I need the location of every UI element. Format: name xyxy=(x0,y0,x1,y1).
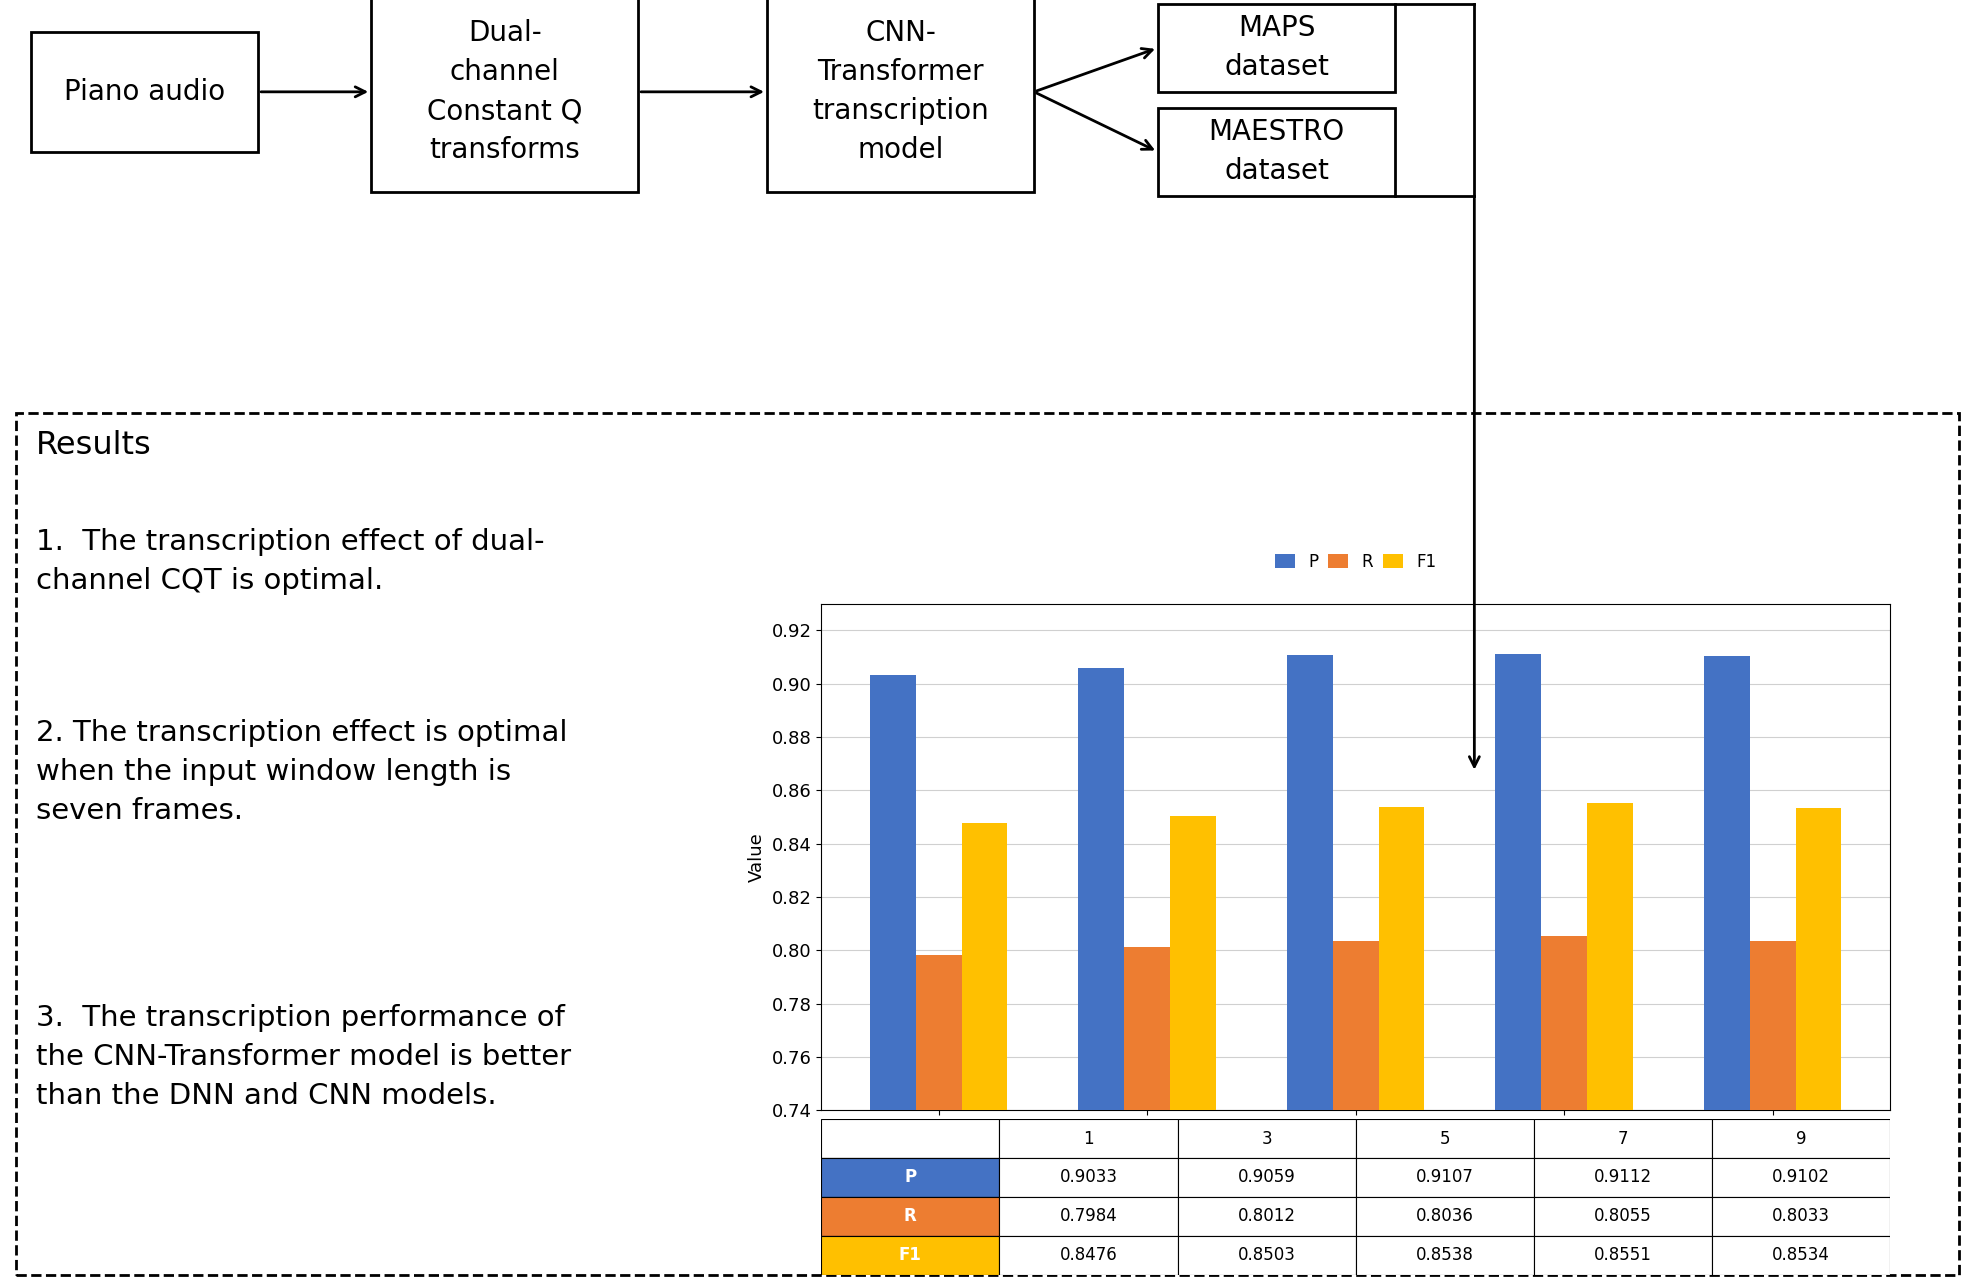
Text: R: R xyxy=(904,1207,916,1225)
Bar xyxy=(1356,1235,1534,1275)
Bar xyxy=(1158,108,1395,196)
Text: 0.8503: 0.8503 xyxy=(1237,1247,1296,1265)
Bar xyxy=(1587,804,1633,1288)
Bar xyxy=(768,0,1033,192)
Bar xyxy=(821,1197,999,1235)
Bar xyxy=(1124,947,1170,1288)
Text: 5: 5 xyxy=(1439,1130,1451,1148)
Text: 0.9033: 0.9033 xyxy=(1059,1168,1118,1186)
Text: 0.8538: 0.8538 xyxy=(1415,1247,1474,1265)
Bar xyxy=(1170,817,1215,1288)
Bar xyxy=(1178,1158,1356,1197)
Bar xyxy=(1079,668,1124,1288)
Text: 7: 7 xyxy=(1617,1130,1629,1148)
Text: 0.7984: 0.7984 xyxy=(1059,1207,1118,1225)
Bar xyxy=(916,954,962,1288)
Bar xyxy=(1542,935,1587,1288)
Bar xyxy=(30,32,257,152)
Bar xyxy=(821,1158,999,1197)
Text: 0.8036: 0.8036 xyxy=(1415,1207,1474,1225)
Text: 2. The transcription effect is optimal
when the input window length is
seven fra: 2. The transcription effect is optimal w… xyxy=(36,719,568,826)
Text: 0.8476: 0.8476 xyxy=(1059,1247,1118,1265)
Legend: P, R, F1: P, R, F1 xyxy=(1269,546,1443,577)
Text: 0.8055: 0.8055 xyxy=(1593,1207,1652,1225)
Bar xyxy=(1712,1158,1890,1197)
Text: 0.8534: 0.8534 xyxy=(1771,1247,1831,1265)
Bar xyxy=(1379,806,1425,1288)
Bar xyxy=(821,1158,999,1197)
Text: Results: Results xyxy=(36,430,150,461)
Text: Piano audio: Piano audio xyxy=(63,77,226,106)
Bar xyxy=(1534,1235,1712,1275)
Text: 0.9107: 0.9107 xyxy=(1415,1168,1474,1186)
Bar xyxy=(1534,1158,1712,1197)
Bar xyxy=(1178,1235,1356,1275)
Bar xyxy=(1534,1197,1712,1235)
Bar xyxy=(1749,942,1795,1288)
Text: 0.8012: 0.8012 xyxy=(1237,1207,1296,1225)
Bar xyxy=(1356,1158,1534,1197)
Bar xyxy=(999,1235,1178,1275)
Bar xyxy=(999,1158,1178,1197)
Text: Dual-
channel
Constant Q
transforms: Dual- channel Constant Q transforms xyxy=(427,19,582,165)
Text: F1: F1 xyxy=(898,1247,922,1265)
Bar xyxy=(1712,1235,1890,1275)
Text: 0.9112: 0.9112 xyxy=(1593,1168,1652,1186)
Bar xyxy=(1704,657,1749,1288)
Text: 1: 1 xyxy=(1083,1130,1094,1148)
Bar xyxy=(999,1119,1178,1158)
Bar xyxy=(999,1197,1178,1235)
Bar xyxy=(871,675,916,1288)
Text: P: P xyxy=(904,1168,916,1186)
Bar xyxy=(821,1235,999,1275)
Text: 0.9059: 0.9059 xyxy=(1237,1168,1296,1186)
Bar xyxy=(372,0,637,192)
Bar xyxy=(1286,656,1332,1288)
Bar xyxy=(1534,1119,1712,1158)
Bar xyxy=(1795,808,1840,1288)
Bar xyxy=(1332,940,1379,1288)
Bar xyxy=(1356,1119,1534,1158)
Bar xyxy=(962,823,1007,1288)
Bar xyxy=(1178,1119,1356,1158)
Text: MAPS
dataset: MAPS dataset xyxy=(1225,14,1328,81)
Bar xyxy=(821,1197,999,1235)
Text: 0.9102: 0.9102 xyxy=(1771,1168,1831,1186)
Bar xyxy=(821,1119,999,1158)
Bar xyxy=(1712,1119,1890,1158)
Bar xyxy=(1178,1197,1356,1235)
Text: 3: 3 xyxy=(1261,1130,1272,1148)
Bar xyxy=(821,1235,999,1275)
Bar xyxy=(1712,1197,1890,1235)
Text: 3.  The transcription performance of
the CNN-Transformer model is better
than th: 3. The transcription performance of the … xyxy=(36,1003,570,1109)
Bar xyxy=(1356,1197,1534,1235)
Text: CNN-
Transformer
transcription
model: CNN- Transformer transcription model xyxy=(811,19,990,165)
Text: 0.8551: 0.8551 xyxy=(1593,1247,1652,1265)
Text: 0.8033: 0.8033 xyxy=(1771,1207,1831,1225)
Y-axis label: Value: Value xyxy=(748,832,766,882)
Text: 9: 9 xyxy=(1795,1130,1807,1148)
Bar xyxy=(1496,654,1542,1288)
Text: MAESTRO
dataset: MAESTRO dataset xyxy=(1209,118,1344,185)
Bar xyxy=(1158,4,1395,91)
Text: 1.  The transcription effect of dual-
channel CQT is optimal.: 1. The transcription effect of dual- cha… xyxy=(36,528,544,595)
